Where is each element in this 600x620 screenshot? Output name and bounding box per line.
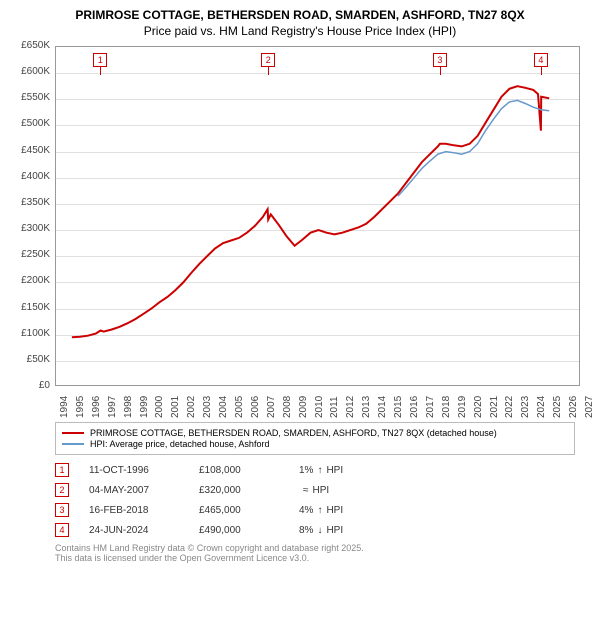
- x-axis-label: 2003: [202, 396, 213, 418]
- table-date: 11-OCT-1996: [89, 465, 179, 476]
- line-chart-svg: [56, 47, 581, 387]
- y-axis-label: £0: [10, 380, 50, 391]
- table-row: 1 11-OCT-1996 £108,000 1%↑HPI: [55, 463, 590, 477]
- x-axis-label: 2019: [457, 396, 468, 418]
- x-axis-label: 2001: [170, 396, 181, 418]
- legend-swatch: [62, 443, 84, 445]
- x-axis-label: 2000: [154, 396, 165, 418]
- x-axis-label: 1995: [75, 396, 86, 418]
- series-line: [72, 86, 549, 337]
- table-diff: 8%↓HPI: [299, 525, 379, 536]
- x-axis-label: 1998: [123, 396, 134, 418]
- table-marker: 1: [55, 463, 69, 477]
- footer-line-1: Contains HM Land Registry data © Crown c…: [55, 543, 590, 553]
- x-axis-label: 2027: [584, 396, 595, 418]
- table-price: £465,000: [199, 505, 279, 516]
- x-axis-label: 1999: [139, 396, 150, 418]
- x-axis-label: 2010: [314, 396, 325, 418]
- y-axis-label: £650K: [10, 40, 50, 51]
- x-axis-label: 2017: [425, 396, 436, 418]
- x-axis-label: 2006: [250, 396, 261, 418]
- y-axis-label: £400K: [10, 171, 50, 182]
- chart-marker: 2: [261, 53, 275, 67]
- table-price: £490,000: [199, 525, 279, 536]
- table-diff: ≈HPI: [299, 485, 379, 496]
- x-axis-label: 2002: [186, 396, 197, 418]
- x-axis-label: 2024: [536, 396, 547, 418]
- legend-swatch: [62, 432, 84, 434]
- x-axis-label: 2005: [234, 396, 245, 418]
- x-axis-label: 2026: [568, 396, 579, 418]
- x-axis-label: 2025: [552, 396, 563, 418]
- y-axis-label: £550K: [10, 92, 50, 103]
- x-axis-label: 2015: [393, 396, 404, 418]
- x-axis-label: 1994: [59, 396, 70, 418]
- y-axis-label: £350K: [10, 197, 50, 208]
- x-axis-label: 2014: [377, 396, 388, 418]
- series-line: [398, 100, 549, 196]
- x-axis-label: 2022: [504, 396, 515, 418]
- legend-label: PRIMROSE COTTAGE, BETHERSDEN ROAD, SMARD…: [90, 428, 497, 438]
- legend-row: PRIMROSE COTTAGE, BETHERSDEN ROAD, SMARD…: [62, 428, 568, 438]
- legend: PRIMROSE COTTAGE, BETHERSDEN ROAD, SMARD…: [55, 422, 575, 455]
- y-axis-label: £100K: [10, 328, 50, 339]
- x-axis-label: 2007: [266, 396, 277, 418]
- table-marker: 2: [55, 483, 69, 497]
- plot-area: 1 2 3 4: [55, 46, 580, 386]
- table-date: 16-FEB-2018: [89, 505, 179, 516]
- table-marker: 4: [55, 523, 69, 537]
- footer: Contains HM Land Registry data © Crown c…: [55, 543, 590, 563]
- y-axis-label: £200K: [10, 275, 50, 286]
- table-date: 24-JUN-2024: [89, 525, 179, 536]
- x-axis-label: 2020: [473, 396, 484, 418]
- chart-marker: 1: [93, 53, 107, 67]
- y-axis-label: £450K: [10, 145, 50, 156]
- x-axis-label: 2018: [441, 396, 452, 418]
- legend-label: HPI: Average price, detached house, Ashf…: [90, 439, 269, 449]
- x-axis-label: 1997: [107, 396, 118, 418]
- x-axis-label: 2009: [298, 396, 309, 418]
- x-axis-label: 2021: [489, 396, 500, 418]
- table-row: 4 24-JUN-2024 £490,000 8%↓HPI: [55, 523, 590, 537]
- x-axis-label: 2013: [361, 396, 372, 418]
- x-axis-label: 2011: [329, 396, 340, 418]
- y-axis-label: £250K: [10, 249, 50, 260]
- table-row: 2 04-MAY-2007 £320,000 ≈HPI: [55, 483, 590, 497]
- chart-marker: 3: [433, 53, 447, 67]
- chart-marker: 4: [534, 53, 548, 67]
- y-axis-label: £500K: [10, 118, 50, 129]
- chart-area: £0 £50K £100K £150K £200K £250K £300K £350K £400…: [10, 46, 590, 416]
- table-price: £320,000: [199, 485, 279, 496]
- x-axis-label: 2008: [282, 396, 293, 418]
- marker-table: 1 11-OCT-1996 £108,000 1%↑HPI 2 04-MAY-2007 £3…: [55, 463, 590, 537]
- x-axis-label: 2012: [345, 396, 356, 418]
- y-axis-label: £300K: [10, 223, 50, 234]
- chart-title-1: PRIMROSE COTTAGE, BETHERSDEN ROAD, SMARD…: [10, 8, 590, 22]
- x-axis-label: 1996: [91, 396, 102, 418]
- x-axis-label: 2004: [218, 396, 229, 418]
- y-axis-label: £600K: [10, 66, 50, 77]
- table-price: £108,000: [199, 465, 279, 476]
- x-axis-label: 2023: [520, 396, 531, 418]
- table-marker: 3: [55, 503, 69, 517]
- legend-row: HPI: Average price, detached house, Ashf…: [62, 439, 568, 449]
- chart-title-2: Price paid vs. HM Land Registry's House …: [10, 24, 590, 38]
- footer-line-2: This data is licensed under the Open Gov…: [55, 553, 590, 563]
- y-axis-label: £150K: [10, 302, 50, 313]
- table-row: 3 16-FEB-2018 £465,000 4%↑HPI: [55, 503, 590, 517]
- x-axis-label: 2016: [409, 396, 420, 418]
- table-date: 04-MAY-2007: [89, 485, 179, 496]
- y-axis-label: £50K: [10, 354, 50, 365]
- table-diff: 4%↑HPI: [299, 505, 379, 516]
- table-diff: 1%↑HPI: [299, 465, 379, 476]
